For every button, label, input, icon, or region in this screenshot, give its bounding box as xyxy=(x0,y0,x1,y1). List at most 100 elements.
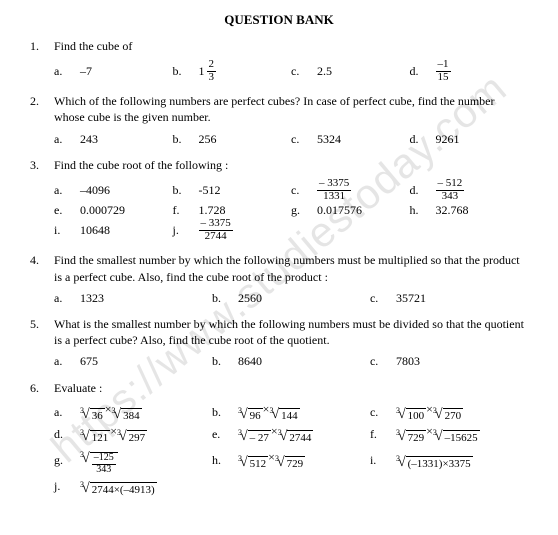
option-letter: c. xyxy=(291,182,305,198)
question-text: Find the cube root of the following : xyxy=(54,157,528,173)
option-value: 35721 xyxy=(396,290,426,306)
option-letter: b. xyxy=(212,290,226,306)
option-value: 5324 xyxy=(317,131,341,147)
option-letter: a. xyxy=(54,131,68,147)
option-letter: c. xyxy=(370,353,384,369)
option: a. 675 xyxy=(54,353,212,369)
option: h.3√512×3√729 xyxy=(212,445,370,475)
option: f. 3√729×3√–15625 xyxy=(370,423,528,445)
option-value: 3√121×3√297 xyxy=(80,423,147,445)
option-letter: d. xyxy=(54,426,68,442)
question: 1.Find the cube ofa.–7b.123c.2.5d.–115 xyxy=(30,38,528,87)
option: g.0.017576 xyxy=(291,202,410,218)
option: b.8640 xyxy=(212,353,370,369)
option: a. 243 xyxy=(54,131,173,147)
option-letter: a. xyxy=(54,353,68,369)
option: c. 5324 xyxy=(291,131,410,147)
question-body: Evaluate :a.3√36×3√384b.3√96×3√144c.3√10… xyxy=(54,380,528,502)
option-letter: h. xyxy=(410,202,424,218)
option: d.9261 xyxy=(410,131,529,147)
option: j.3√2744×(–4913) xyxy=(54,475,212,497)
question-body: Which of the following numbers are perfe… xyxy=(54,93,528,151)
option-value: – 33751331 xyxy=(317,178,351,202)
question-body: Find the cube root of the following :a.–… xyxy=(54,157,528,247)
option: c. 3√100×3√270 xyxy=(370,401,528,423)
option-value: 10648 xyxy=(80,222,110,238)
option-value: 2.5 xyxy=(317,63,332,79)
option: b. 123 xyxy=(173,59,292,83)
option: i.3√(–1331)×3375 xyxy=(370,445,528,475)
question-list: 1.Find the cube ofa.–7b.123c.2.5d.–1152.… xyxy=(30,38,528,502)
option-letter: i. xyxy=(54,222,68,238)
option: c. – 33751331 xyxy=(291,178,410,202)
option: c. 35721 xyxy=(370,290,528,306)
option: b. 256 xyxy=(173,131,292,147)
question-number: 3. xyxy=(30,157,54,247)
option-letter: h. xyxy=(212,452,226,468)
option-letter: i. xyxy=(370,452,384,468)
question: 3.Find the cube root of the following : a… xyxy=(30,157,528,247)
question-body: Find the smallest number by which the fo… xyxy=(54,252,528,310)
option-value: 243 xyxy=(80,131,98,147)
option-value: 2560 xyxy=(238,290,262,306)
option-value: 1323 xyxy=(80,290,104,306)
option-letter: g. xyxy=(54,452,68,468)
page-title: QUESTION BANK xyxy=(30,12,528,28)
option: d.–115 xyxy=(410,59,529,83)
option-value: 123 xyxy=(199,59,217,83)
option-value: – 512343 xyxy=(436,178,465,202)
question-body: What is the smallest number by which the… xyxy=(54,316,528,374)
option-letter: d. xyxy=(410,182,424,198)
option-value: –4096 xyxy=(80,182,110,198)
option-value: 0.000729 xyxy=(80,202,125,218)
question-number: 6. xyxy=(30,380,54,502)
question-number: 1. xyxy=(30,38,54,87)
option-row: a.3√36×3√384b.3√96×3√144c.3√100×3√270d.3… xyxy=(54,401,528,498)
question-text: Find the cube of xyxy=(54,38,528,54)
option-letter: d. xyxy=(410,131,424,147)
option-value: 675 xyxy=(80,353,98,369)
option: d. – 512343 xyxy=(410,178,529,202)
option: e. 3√– 27×3√2744 xyxy=(212,423,370,445)
option-value: 32.768 xyxy=(436,202,469,218)
option-letter: c. xyxy=(291,131,305,147)
option-letter: f. xyxy=(370,426,384,442)
option: i. 10648 xyxy=(54,218,173,242)
option-row: a. 243 b. 256 c. 5324 d.9261 xyxy=(54,131,528,147)
option: b.-512 xyxy=(173,178,292,202)
option-letter: d. xyxy=(410,63,424,79)
option-row: a. 675 b.8640c. 7803 xyxy=(54,353,528,369)
option: b. 2560 xyxy=(212,290,370,306)
option-letter: f. xyxy=(173,202,187,218)
question: 2.Which of the following numbers are per… xyxy=(30,93,528,151)
option-value: 3√96×3√144 xyxy=(238,401,300,423)
question-text: Evaluate : xyxy=(54,380,528,396)
question-number: 5. xyxy=(30,316,54,374)
option-value: 3√36×3√384 xyxy=(80,401,142,423)
option-letter: b. xyxy=(173,63,187,79)
option-value: 3√–125343 xyxy=(80,445,118,475)
option-value: – 33752744 xyxy=(199,218,233,242)
option: e.0.000729 xyxy=(54,202,173,218)
option-value: 3√100×3√270 xyxy=(396,401,463,423)
option-value: 3√729×3√–15625 xyxy=(396,423,480,445)
option-letter: c. xyxy=(370,404,384,420)
option-value: 1.728 xyxy=(199,202,226,218)
question-text: Which of the following numbers are perfe… xyxy=(54,93,528,125)
option-value: 256 xyxy=(199,131,217,147)
option-value: 8640 xyxy=(238,353,262,369)
option: f. 1.728 xyxy=(173,202,292,218)
option: d. 3√121×3√297 xyxy=(54,423,212,445)
option: a.3√36×3√384 xyxy=(54,401,212,423)
question: 6.Evaluate :a.3√36×3√384b.3√96×3√144c.3√… xyxy=(30,380,528,502)
option-letter: e. xyxy=(212,426,226,442)
option-value: 3√– 27×3√2744 xyxy=(238,423,313,445)
option-letter: b. xyxy=(173,131,187,147)
option-letter: c. xyxy=(370,290,384,306)
option-letter: j. xyxy=(173,222,187,238)
question-number: 4. xyxy=(30,252,54,310)
option-row: a. –4096 b.-512c. – 33751331 d. – 512343 e.0.0… xyxy=(54,178,528,242)
option-value: 3√2744×(–4913) xyxy=(80,475,157,497)
option-letter: a. xyxy=(54,182,68,198)
option-value: 7803 xyxy=(396,353,420,369)
